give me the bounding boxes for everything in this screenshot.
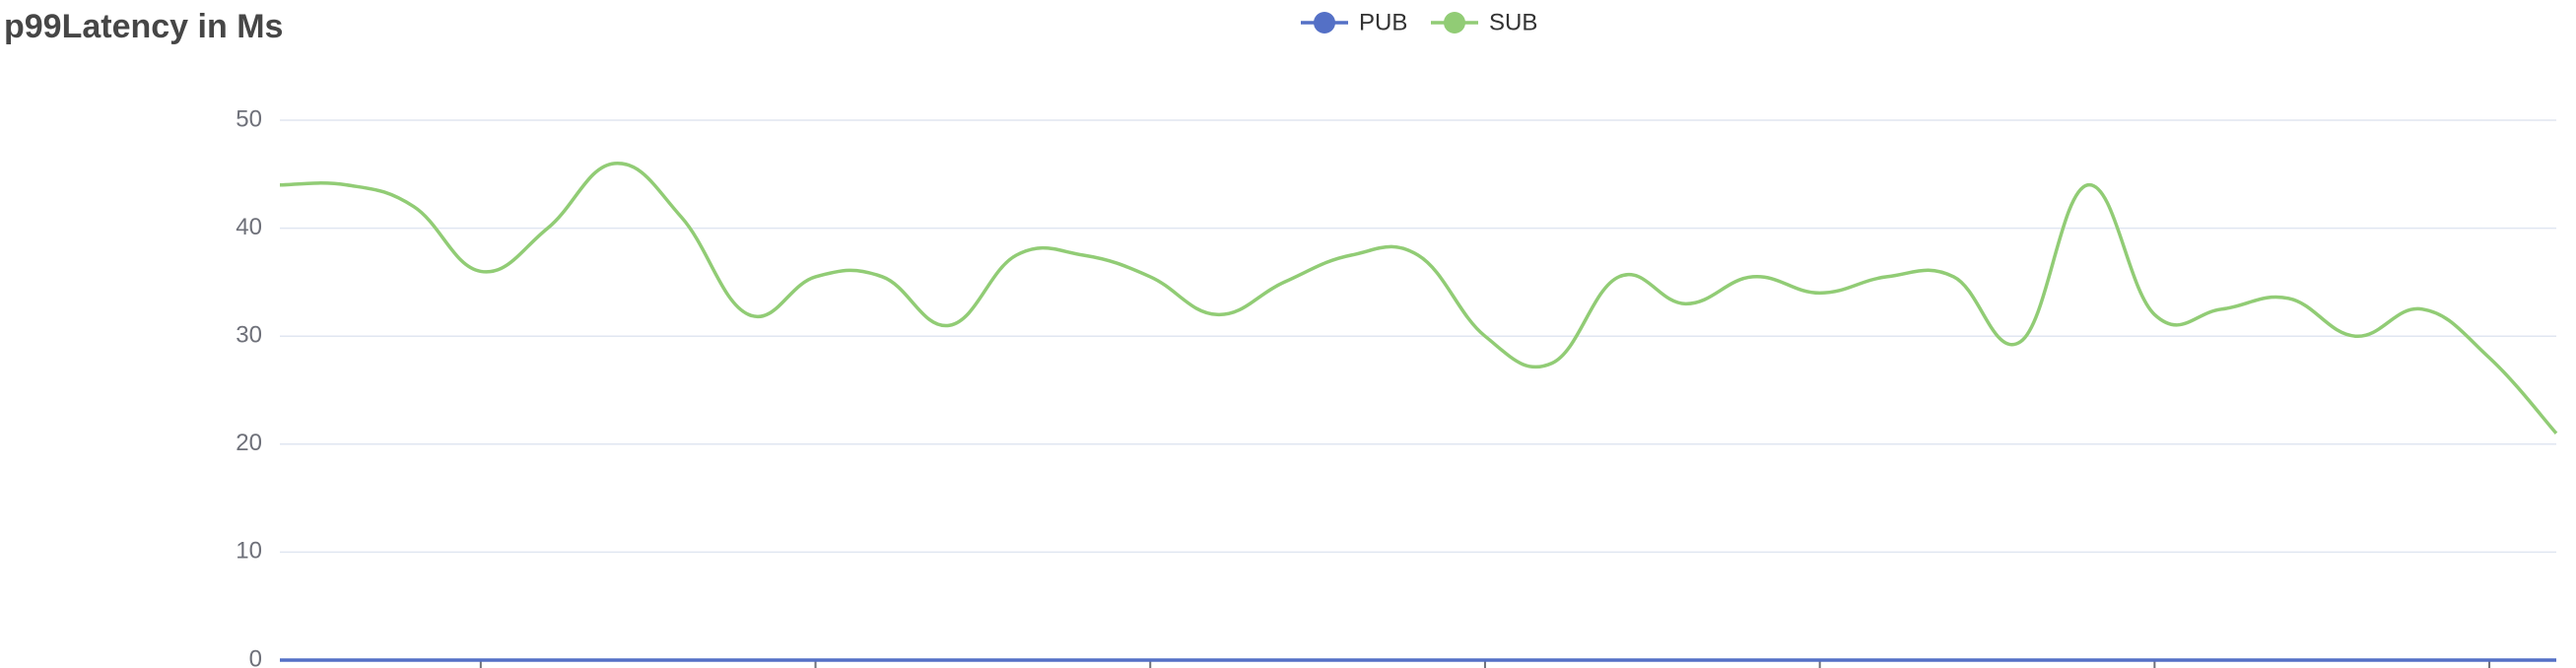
- legend-marker: [1314, 12, 1335, 33]
- y-tick-label: 50: [236, 105, 262, 132]
- legend-label: PUB: [1359, 9, 1407, 35]
- series-line: [279, 162, 2558, 435]
- chart-title: p99Latency in Ms: [4, 8, 283, 45]
- y-tick-label: 10: [236, 538, 262, 565]
- legend-marker: [1444, 12, 1465, 33]
- y-tick-label: 40: [236, 214, 262, 240]
- y-tick-label: 0: [249, 645, 262, 668]
- y-tick-label: 20: [236, 430, 262, 456]
- legend-label: SUB: [1489, 9, 1537, 35]
- y-tick-label: 30: [236, 322, 262, 349]
